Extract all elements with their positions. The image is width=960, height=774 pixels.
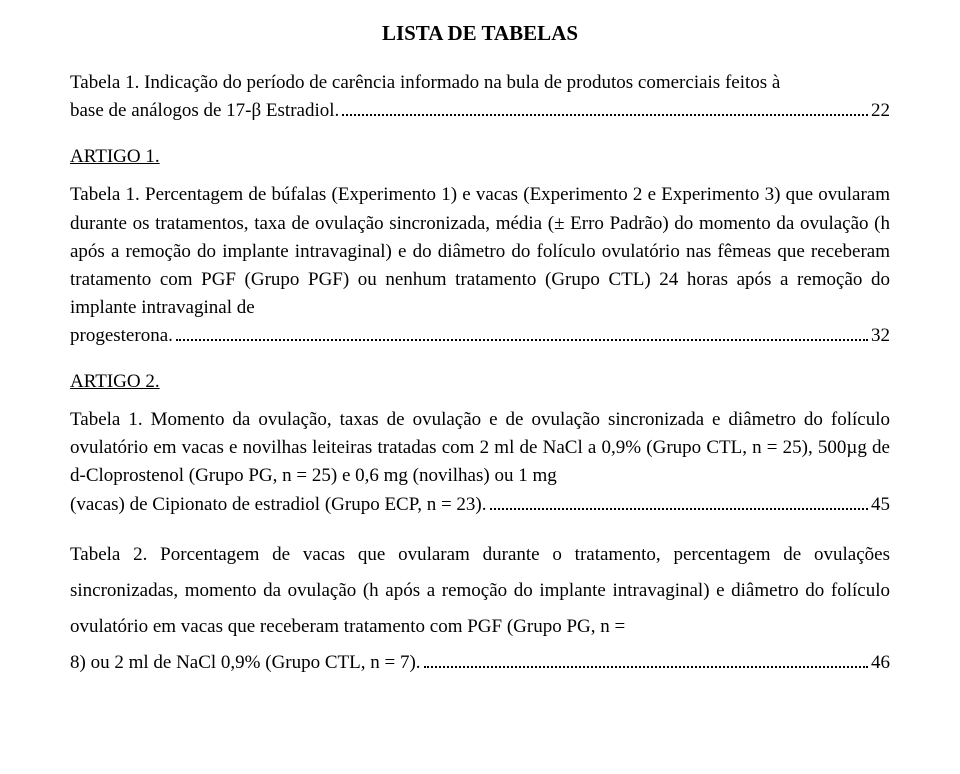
entry-text-tail: 8) ou 2 ml de NaCl 0,9% (Grupo CTL, n = … <box>70 645 421 681</box>
document-page: LISTA DE TABELAS Tabela 1. Indicação do … <box>0 0 960 774</box>
leader-line: (vacas) de Cipionato de estradiol (Grupo… <box>70 491 890 519</box>
page-number: 46 <box>871 645 890 681</box>
entry-text-tail: base de análogos de 17-β Estradiol. <box>70 97 339 125</box>
entry-text-tail: (vacas) de Cipionato de estradiol (Grupo… <box>70 491 487 519</box>
table-entry: Tabela 1. Percentagem de búfalas (Experi… <box>70 181 890 350</box>
entry-text: Tabela 2. Porcentagem de vacas que ovula… <box>70 544 890 637</box>
leader-line: progesterona. 32 <box>70 322 890 350</box>
page-number: 32 <box>871 322 890 350</box>
page-number: 45 <box>871 491 890 519</box>
page-title: LISTA DE TABELAS <box>70 18 890 49</box>
entry-text: Tabela 1. Indicação do período de carênc… <box>70 72 780 93</box>
page-number: 22 <box>871 97 890 125</box>
leader-line: 8) ou 2 ml de NaCl 0,9% (Grupo CTL, n = … <box>70 645 890 681</box>
leader-dots <box>176 324 868 341</box>
leader-dots <box>342 99 868 116</box>
section-heading-artigo2: ARTIGO 2. <box>70 368 890 396</box>
leader-dots <box>490 492 869 509</box>
table-entry: Tabela 2. Porcentagem de vacas que ovula… <box>70 537 890 681</box>
leader-dots <box>424 651 868 668</box>
leader-line: base de análogos de 17-β Estradiol. 22 <box>70 97 890 125</box>
entry-text: Tabela 1. Percentagem de búfalas (Experi… <box>70 184 890 317</box>
entry-text: Tabela 1. Momento da ovulação, taxas de … <box>70 409 890 486</box>
section-heading-artigo1: ARTIGO 1. <box>70 143 890 171</box>
table-entry: Tabela 1. Indicação do período de carênc… <box>70 69 890 125</box>
entry-text-tail: progesterona. <box>70 322 173 350</box>
table-entry: Tabela 1. Momento da ovulação, taxas de … <box>70 406 890 518</box>
